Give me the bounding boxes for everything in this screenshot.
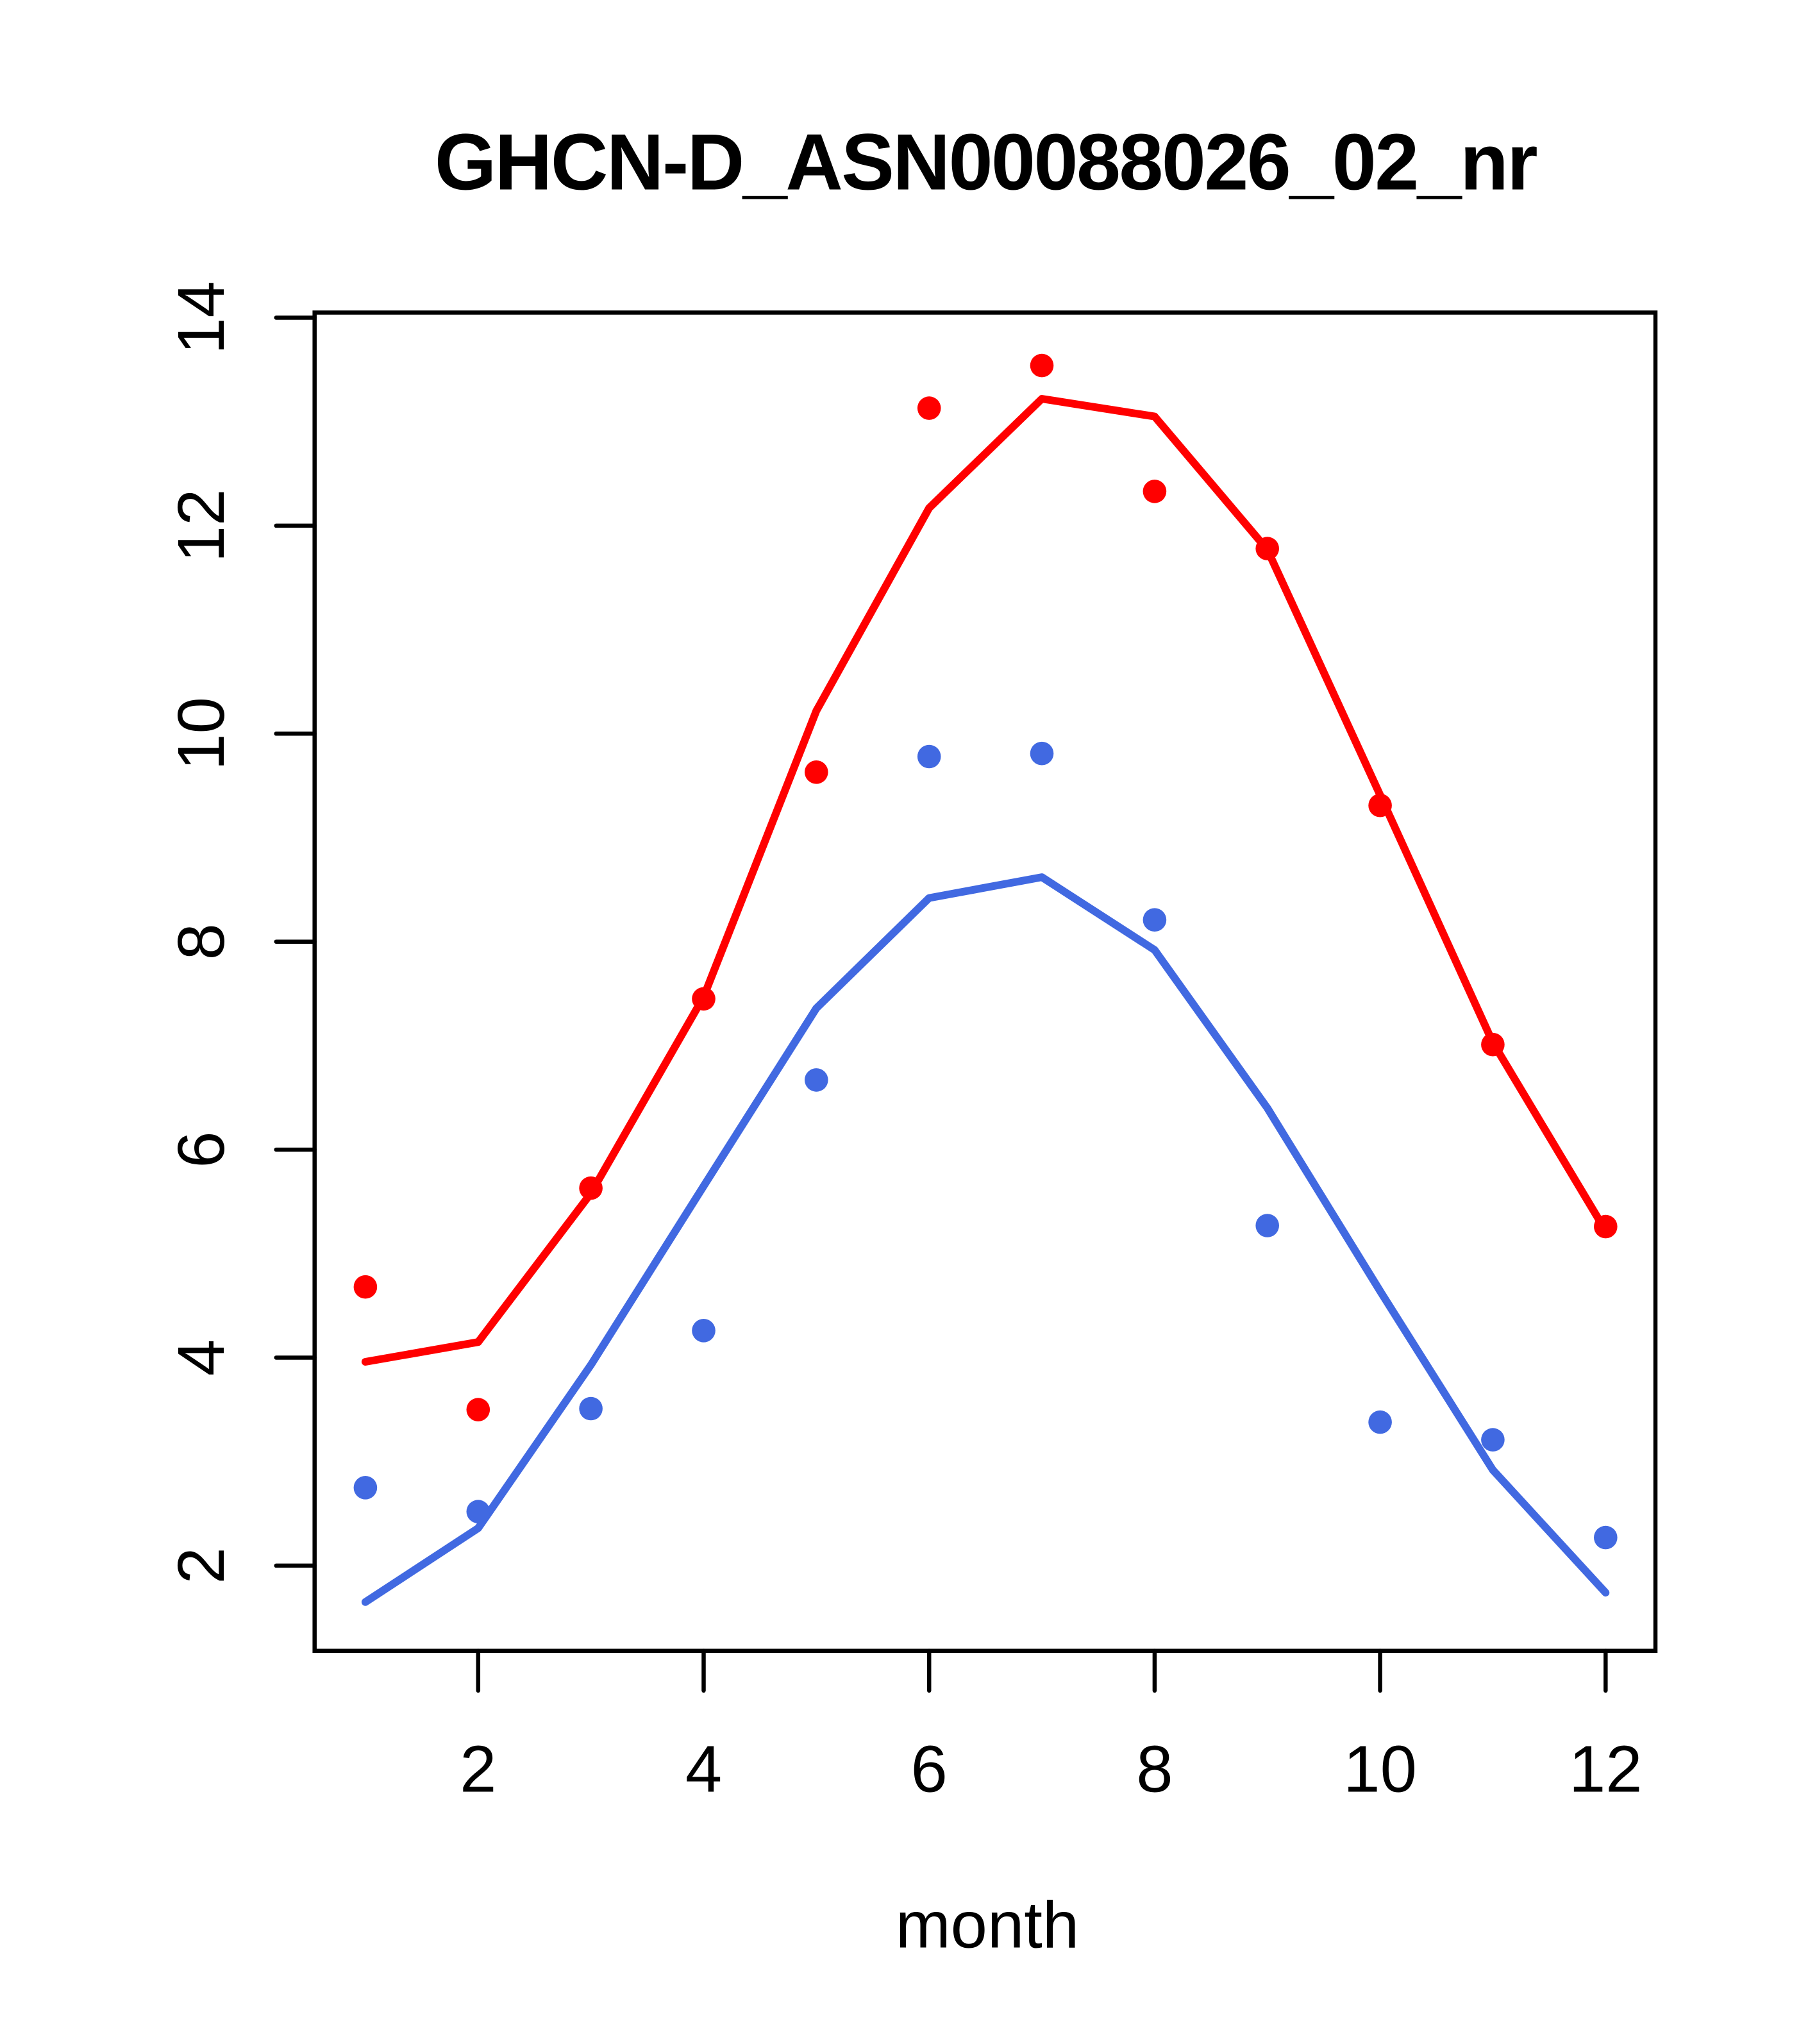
svg-text:14: 14 — [164, 281, 238, 355]
svg-text:GHCN-D_ASN00088026_02_nr: GHCN-D_ASN00088026_02_nr — [435, 118, 1537, 206]
svg-text:8: 8 — [1136, 1732, 1173, 1806]
svg-text:10: 10 — [164, 697, 238, 771]
svg-text:12: 12 — [164, 489, 238, 563]
svg-text:4: 4 — [164, 1339, 238, 1376]
svg-text:2: 2 — [164, 1547, 238, 1584]
svg-text:4: 4 — [685, 1732, 722, 1806]
svg-text:10: 10 — [1343, 1732, 1417, 1806]
svg-text:12: 12 — [1569, 1732, 1643, 1806]
svg-text:6: 6 — [911, 1732, 948, 1806]
svg-text:6: 6 — [164, 1131, 238, 1168]
svg-text:2: 2 — [460, 1732, 496, 1806]
svg-text:8: 8 — [164, 923, 238, 960]
svg-text:month: month — [896, 1888, 1079, 1961]
